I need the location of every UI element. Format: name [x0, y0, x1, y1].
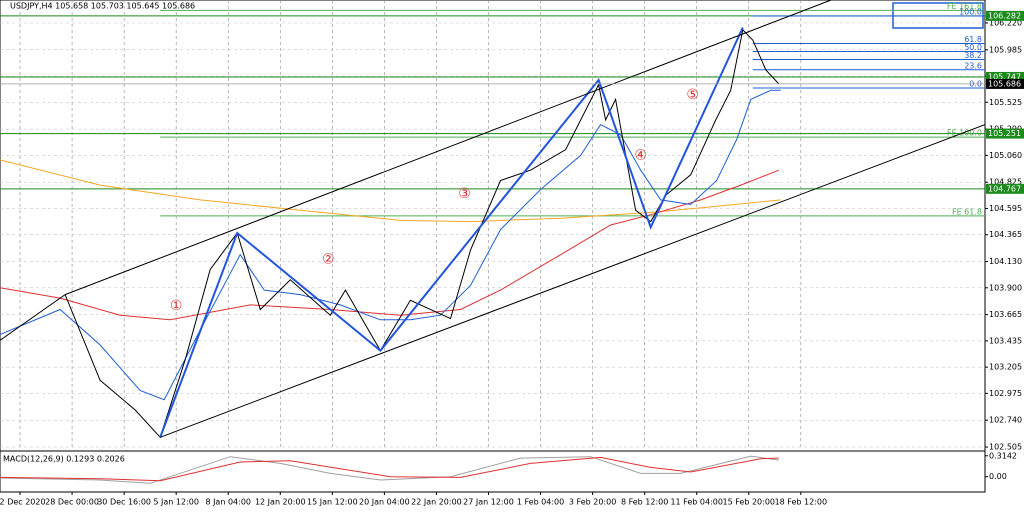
y-tick-label: 103.205 — [989, 363, 1022, 372]
macd-title: MACD(12,26,9) 0.1293 0.2026 — [3, 455, 125, 464]
y-tick-label: 102.740 — [989, 416, 1022, 425]
x-tick-label: 20 Jan 04:00 — [359, 498, 410, 507]
series-line — [0, 456, 779, 482]
macd-panel — [0, 455, 779, 484]
level-label: 105.747 — [988, 72, 1021, 81]
x-tick-label: 11 Feb 04:00 — [670, 498, 722, 507]
y-tick-label: 105.525 — [989, 98, 1022, 107]
series-line — [159, 27, 744, 438]
y-tick-label: 104.595 — [989, 204, 1022, 213]
level-label: 106.282 — [988, 11, 1021, 20]
series-line — [64, 0, 831, 296]
x-tick-label: 8 Feb 12:00 — [621, 498, 668, 507]
y-tick-label: 102.975 — [989, 389, 1022, 398]
fib-label: 50.0 — [964, 43, 982, 52]
x-tick-label: 27 Jan 12:00 — [463, 498, 514, 507]
y-tick-label: 104.130 — [989, 257, 1022, 266]
x-tick-label: 28 Dec 00:00 — [45, 498, 99, 507]
y-tick-label: 103.900 — [989, 283, 1022, 292]
current-price-box — [986, 78, 1024, 89]
chart-title: USDJPY,H4 105.658 105.703 105.645 105.68… — [10, 2, 195, 11]
x-tick-label: 5 Jan 12:00 — [153, 498, 199, 507]
x-tick-label: 22 Jan 20:00 — [411, 498, 462, 507]
x-tick-label: 1 Feb 04:00 — [517, 498, 564, 507]
y-tick-label: 103.665 — [989, 310, 1022, 319]
y-tick-label: 104.365 — [989, 230, 1022, 239]
series-line — [0, 159, 781, 223]
wave-label: ⑤ — [686, 87, 699, 103]
fib-label: 61.8 — [964, 35, 982, 44]
y-tick-label: 106.220 — [989, 18, 1022, 27]
x-tick-label: 22 Dec 2020 — [0, 498, 46, 507]
y-tick-label: 0.00 — [989, 472, 1007, 481]
wave-label: ③ — [458, 186, 471, 202]
series-line — [0, 169, 779, 321]
y-tick-label: 103.435 — [989, 336, 1022, 345]
y-tick-label: 102.505 — [989, 443, 1022, 452]
y-tick-label: 105.985 — [989, 45, 1022, 54]
level-label: 104.767 — [988, 184, 1021, 193]
x-tick-label: 15 Feb 20:00 — [723, 498, 775, 507]
frame — [0, 0, 986, 493]
fib-label: FE 161.8 — [947, 2, 982, 11]
current-price-label: 105.686 — [988, 79, 1021, 88]
level-label: 105.251 — [988, 129, 1021, 138]
y-tick-label: 104.825 — [989, 178, 1022, 187]
y-tick-label: 0.3142 — [989, 451, 1017, 460]
x-tick-label: 8 Jan 04:00 — [205, 498, 251, 507]
series-line — [0, 455, 779, 484]
series-line — [0, 89, 781, 401]
fib-label: FE 100.0 — [947, 129, 982, 138]
series-line — [160, 124, 985, 438]
series-line — [0, 28, 780, 439]
level-box — [986, 128, 1024, 139]
level-box — [986, 10, 1024, 21]
x-tick-label: 12 Jan 20:00 — [255, 498, 306, 507]
fib-label: 100.0 — [959, 7, 982, 16]
wave-label: ① — [170, 298, 183, 314]
x-tick-label: 18 Feb 12:00 — [775, 498, 827, 507]
x-tick-label: 15 Jan 12:00 — [307, 498, 358, 507]
fib-label: 38.2 — [964, 51, 982, 60]
level-box — [986, 71, 1024, 82]
x-tick-label: 30 Dec 16:00 — [97, 498, 151, 507]
level-box — [986, 183, 1024, 194]
y-tick-label: 105.060 — [989, 151, 1022, 160]
fib-label: 23.6 — [964, 61, 982, 70]
wave-label: ④ — [634, 147, 647, 163]
fib-label: FE 61.8 — [952, 207, 982, 216]
wave-label: ② — [322, 251, 335, 267]
x-tick-label: 3 Feb 20:00 — [569, 498, 616, 507]
